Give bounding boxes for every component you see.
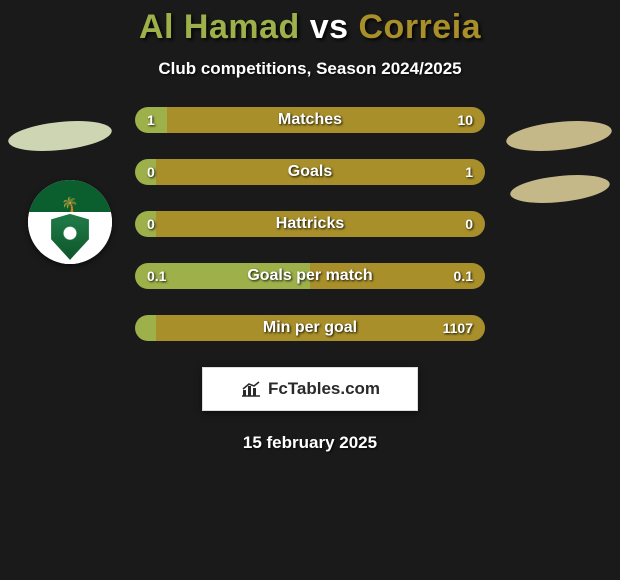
stat-value-left: 0 (147, 216, 155, 232)
stat-label: Goals (288, 163, 332, 181)
stats-area: 1 10 Matches 0 1 Goals 0 0 Hattricks 0.1 0.1 Goals … (0, 107, 620, 341)
stat-bar: 1 10 Matches (135, 107, 485, 133)
title-vs: vs (310, 8, 349, 46)
stat-label: Hattricks (276, 215, 344, 233)
stat-label: Min per goal (263, 319, 357, 337)
comparison-infographic: Al Hamad vs Correia Club competitions, S… (0, 0, 620, 580)
title: Al Hamad vs Correia (0, 8, 620, 47)
stat-value-left: 0 (147, 164, 155, 180)
player1-name: Al Hamad (139, 8, 300, 46)
chart-icon (240, 380, 262, 398)
stat-bar: 0.1 0.1 Goals per match (135, 263, 485, 289)
bar-left-segment (135, 315, 156, 341)
stat-bar: 0 1 Goals (135, 159, 485, 185)
stat-value-right: 1107 (443, 320, 473, 336)
subtitle: Club competitions, Season 2024/2025 (0, 59, 620, 79)
stat-label: Matches (278, 111, 342, 129)
stat-row: 0 1 Goals (0, 159, 620, 185)
stat-value-right: 10 (457, 112, 473, 128)
stat-row: 1 10 Matches (0, 107, 620, 133)
stat-value-left: 0.1 (147, 268, 166, 284)
stat-row: 0 0 Hattricks (0, 211, 620, 237)
stat-row: 1107 Min per goal (0, 315, 620, 341)
attribution-text: FcTables.com (268, 379, 380, 399)
stat-value-right: 0 (465, 216, 473, 232)
stat-bar: 0 0 Hattricks (135, 211, 485, 237)
stat-bar: 1107 Min per goal (135, 315, 485, 341)
attribution-badge: FcTables.com (202, 367, 418, 411)
stat-value-right: 0.1 (454, 268, 473, 284)
stat-row: 0.1 0.1 Goals per match (0, 263, 620, 289)
stat-label: Goals per match (247, 267, 372, 285)
player2-name: Correia (359, 8, 482, 46)
stat-value-right: 1 (465, 164, 473, 180)
stat-value-left: 1 (147, 112, 155, 128)
date: 15 february 2025 (0, 433, 620, 453)
